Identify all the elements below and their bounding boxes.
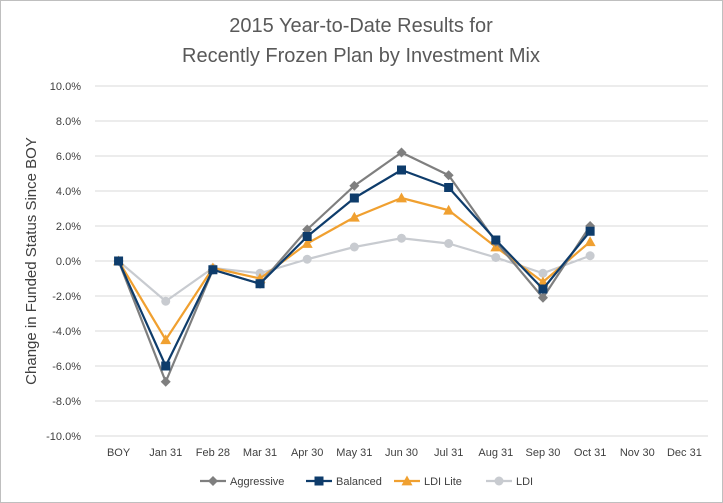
- y-tick-label: -2.0%: [52, 291, 81, 303]
- y-tick-label: 0.0%: [56, 256, 81, 268]
- chart-title-line: Recently Frozen Plan by Investment Mix: [182, 45, 540, 67]
- data-point-balanced: [444, 183, 454, 192]
- y-tick-label: 6.0%: [56, 151, 81, 163]
- y-tick-label: 10.0%: [50, 81, 81, 93]
- data-point-ldi: [397, 233, 406, 243]
- x-tick-label: Mar 31: [243, 447, 277, 459]
- data-point-balanced: [491, 235, 501, 245]
- y-tick-label: 8.0%: [56, 116, 81, 128]
- data-point-ldi: [538, 268, 548, 278]
- x-tick-label: Oct 31: [574, 447, 606, 459]
- data-point-ldi: [302, 254, 312, 264]
- data-point-ldi: [585, 251, 595, 261]
- data-point-aggressive: [160, 376, 171, 387]
- data-point-ldi-lite: [584, 236, 596, 247]
- data-point-aggressive: [396, 147, 407, 158]
- x-tick-label: Feb 28: [196, 447, 230, 459]
- data-point-ldi-lite: [160, 334, 172, 345]
- data-point-balanced: [161, 361, 171, 371]
- y-axis-title: Change in Funded Status Since BOY: [23, 137, 40, 385]
- data-point-balanced: [114, 256, 124, 266]
- x-tick-label: Jan 31: [149, 447, 182, 459]
- data-point-ldi: [491, 253, 501, 262]
- data-point-ldi-lite: [348, 211, 360, 222]
- legend-label-aggressive: Aggressive: [230, 476, 284, 488]
- x-tick-label: Jul 31: [434, 447, 463, 459]
- legend-marker-ldi-lite: [401, 475, 413, 486]
- data-point-ldi: [444, 239, 454, 248]
- y-tick-label: 2.0%: [56, 221, 81, 233]
- legend-label-ldi: LDI: [516, 476, 533, 488]
- chart-title-line: 2015 Year-to-Date Results for: [229, 15, 493, 37]
- x-tick-label: Sep 30: [526, 447, 561, 459]
- x-tick-label: Apr 30: [291, 447, 323, 459]
- data-point-balanced: [585, 226, 595, 236]
- data-point-aggressive: [537, 292, 548, 303]
- x-tick-label: BOY: [107, 447, 131, 459]
- data-point-ldi-lite: [396, 192, 407, 203]
- y-tick-label: -10.0%: [46, 431, 81, 443]
- data-point-balanced: [538, 284, 548, 294]
- data-point-ldi: [161, 296, 171, 306]
- data-point-aggressive: [443, 170, 454, 181]
- data-point-ldi: [349, 242, 359, 252]
- data-point-balanced: [208, 265, 218, 275]
- data-point-balanced: [349, 193, 359, 203]
- data-point-balanced: [397, 165, 406, 175]
- y-tick-label: -8.0%: [52, 396, 81, 408]
- legend-marker-aggressive: [208, 476, 218, 486]
- x-tick-label: May 31: [336, 447, 372, 459]
- legend-marker-balanced: [314, 476, 324, 486]
- x-tick-label: Jun 30: [385, 447, 418, 459]
- data-point-balanced: [255, 279, 265, 289]
- y-tick-label: 4.0%: [56, 186, 81, 198]
- data-point-ldi-lite: [443, 204, 455, 215]
- legend-label-ldi-lite: LDI Lite: [424, 476, 462, 488]
- x-tick-label: Aug 31: [478, 447, 513, 459]
- data-point-ldi-lite: [301, 238, 313, 248]
- y-tick-label: -6.0%: [52, 361, 81, 373]
- x-tick-label: Dec 31: [667, 447, 702, 459]
- legend-marker-ldi: [494, 476, 504, 486]
- y-tick-label: -4.0%: [52, 326, 81, 338]
- data-point-aggressive: [349, 180, 360, 191]
- x-tick-label: Nov 30: [620, 447, 655, 459]
- legend-label-balanced: Balanced: [336, 476, 382, 488]
- data-point-balanced: [302, 232, 312, 241]
